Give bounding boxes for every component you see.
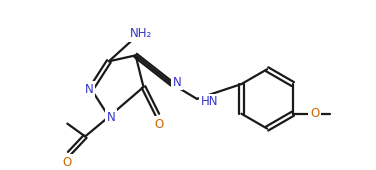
Text: O: O: [63, 156, 72, 169]
Text: N: N: [85, 82, 94, 96]
Text: NH₂: NH₂: [129, 27, 152, 40]
Text: N: N: [106, 111, 115, 124]
Text: O: O: [310, 107, 319, 120]
Text: O: O: [155, 118, 164, 131]
Text: HN: HN: [201, 95, 218, 108]
Text: N: N: [173, 76, 182, 89]
